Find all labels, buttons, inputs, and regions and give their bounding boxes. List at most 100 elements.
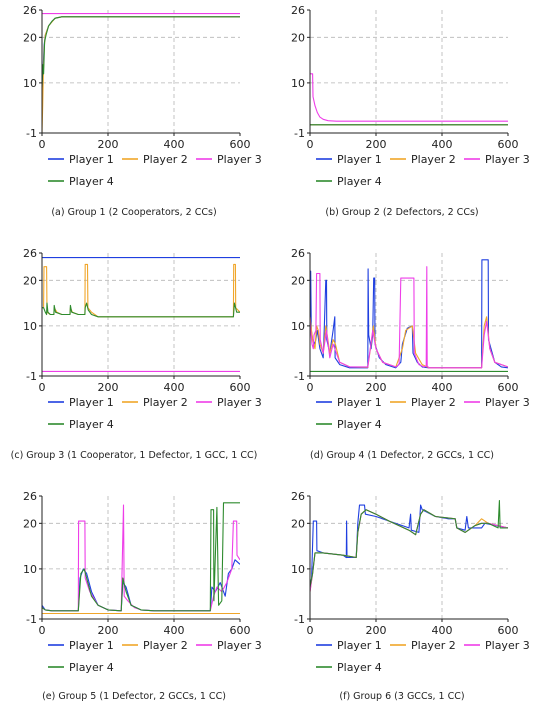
chart-caption-f: (f) Group 6 (3 GCCs, 1 CC) (339, 691, 465, 702)
x-tick-label-d: 600 (498, 381, 519, 394)
y-tick-label-c: 10 (23, 320, 37, 333)
series-line-player-2-d (310, 316, 508, 369)
legend-b: Player 1 Player 2 Player 3 Player 4 (316, 153, 530, 188)
grid-c (42, 253, 240, 376)
x-tick-label-a: 0 (39, 138, 46, 151)
x-tick-label-c: 0 (39, 381, 46, 394)
chart-panel-a: -1 10 20 26 0 200 400 600 Player 1 Player 2 Player… (0, 0, 268, 236)
legend-label-player-4-d: Player 4 (337, 418, 382, 431)
series-group-a (42, 13, 240, 134)
y-tick-label-d: 26 (291, 247, 305, 260)
series-line-player-3-d (310, 266, 508, 369)
x-tick-label-c: 400 (164, 381, 185, 394)
chart-panel-c: -1 10 20 26 0 200 400 600 Player 1 Player 2 Player… (0, 243, 268, 479)
legend-f: Player 1 Player 2 Player 3 Player 4 (316, 639, 530, 674)
legend-label-player-1-a: Player 1 (69, 153, 114, 166)
series-line-player-2-c (42, 263, 240, 318)
x-tick-label-c: 200 (98, 381, 119, 394)
x-tick-label-a: 200 (98, 138, 119, 151)
chart-caption-e: (e) Group 5 (1 Defector, 2 GCCs, 1 CC) (42, 691, 226, 702)
series-line-player-4-a (42, 16, 240, 88)
x-tick-label-b: 400 (432, 138, 453, 151)
series-line-player-1-d (310, 259, 508, 369)
legend-d: Player 1 Player 2 Player 3 Player 4 (316, 396, 530, 431)
y-tick-label-b: 20 (291, 31, 305, 44)
legend-label-player-1-f: Player 1 (337, 639, 382, 652)
legend-c: Player 1 Player 2 Player 3 Player 4 (48, 396, 262, 431)
y-tick-label-c: -1 (26, 370, 37, 383)
series-group-e (42, 502, 240, 615)
y-tick-label-d: 10 (291, 320, 305, 333)
chart-caption-a: (a) Group 1 (2 Cooperators, 2 CCs) (51, 207, 217, 218)
y-tick-label-f: 10 (291, 563, 305, 576)
legend-label-player-3-a: Player 3 (217, 153, 262, 166)
legend-label-player-2-d: Player 2 (411, 396, 456, 409)
legend-label-player-2-f: Player 2 (411, 639, 456, 652)
chart-panel-f: -1 10 20 26 0 200 400 600 Player 1 Player 2 Player… (268, 486, 536, 712)
legend-label-player-3-e: Player 3 (217, 639, 262, 652)
legend-a: Player 1 Player 2 Player 3 Player 4 (48, 153, 262, 188)
series-group-f (310, 500, 508, 592)
legend-label-player-4-a: Player 4 (69, 175, 114, 188)
series-group-c (42, 257, 240, 372)
x-tick-label-a: 600 (230, 138, 251, 151)
x-tick-label-b: 600 (498, 138, 519, 151)
series-line-player-4-c (42, 302, 240, 318)
legend-label-player-1-c: Player 1 (69, 396, 114, 409)
y-tick-label-e: 20 (23, 517, 37, 530)
y-tick-label-c: 26 (23, 247, 37, 260)
legend-label-player-4-f: Player 4 (337, 661, 382, 674)
chart-panel-d: -1 10 20 26 0 200 400 600 Player 1 Player 2 Player… (268, 243, 536, 479)
legend-label-player-2-a: Player 2 (143, 153, 188, 166)
series-line-player-2-a (42, 16, 240, 134)
y-tick-label-b: 26 (291, 4, 305, 17)
y-tick-label-f: 26 (291, 490, 305, 503)
grid-a (42, 10, 240, 133)
x-tick-label-e: 0 (39, 624, 46, 637)
series-line-player-4-e (42, 502, 240, 612)
series-group-d (310, 259, 508, 372)
legend-label-player-1-d: Player 1 (337, 396, 382, 409)
legend-label-player-3-f: Player 3 (485, 639, 530, 652)
grid-b (310, 10, 508, 133)
x-tick-label-c: 600 (230, 381, 251, 394)
y-tick-label-d: -1 (294, 370, 305, 383)
series-line-player-3-b (310, 73, 508, 122)
legend-label-player-3-b: Player 3 (485, 153, 530, 166)
x-tick-label-a: 400 (164, 138, 185, 151)
chart-caption-c: (c) Group 3 (1 Cooperator, 1 Defector, 1… (10, 450, 258, 461)
x-tick-label-f: 0 (307, 624, 314, 637)
y-tick-label-f: 20 (291, 517, 305, 530)
y-tick-label-a: 26 (23, 4, 37, 17)
series-line-player-1-e (42, 559, 240, 612)
series-line-player-2-f (310, 509, 508, 592)
chart-caption-d: (d) Group 4 (1 Defector, 2 GCCs, 1 CC) (309, 450, 494, 461)
legend-label-player-2-e: Player 2 (143, 639, 188, 652)
x-tick-label-e: 200 (98, 624, 119, 637)
y-tick-label-d: 20 (291, 274, 305, 287)
legend-label-player-3-d: Player 3 (485, 396, 530, 409)
x-tick-label-d: 400 (432, 381, 453, 394)
y-tick-label-b: 10 (291, 77, 305, 90)
legend-label-player-4-c: Player 4 (69, 418, 114, 431)
x-tick-label-e: 600 (230, 624, 251, 637)
y-tick-label-a: -1 (26, 127, 37, 140)
series-line-player-4-f (310, 500, 508, 588)
legend-label-player-1-e: Player 1 (69, 639, 114, 652)
grid-e (42, 496, 240, 619)
legend-label-player-1-b: Player 1 (337, 153, 382, 166)
legend-label-player-2-c: Player 2 (143, 396, 188, 409)
chart-panel-b: -1 10 20 26 0 200 400 600 Player 1 Player 2 Player… (268, 0, 536, 236)
x-tick-label-b: 0 (307, 138, 314, 151)
x-tick-label-f: 600 (498, 624, 519, 637)
series-line-player-3-e (42, 504, 240, 612)
series-group-b (310, 73, 508, 126)
x-tick-label-e: 400 (164, 624, 185, 637)
legend-e: Player 1 Player 2 Player 3 Player 4 (48, 639, 262, 674)
grid-d (310, 253, 508, 376)
